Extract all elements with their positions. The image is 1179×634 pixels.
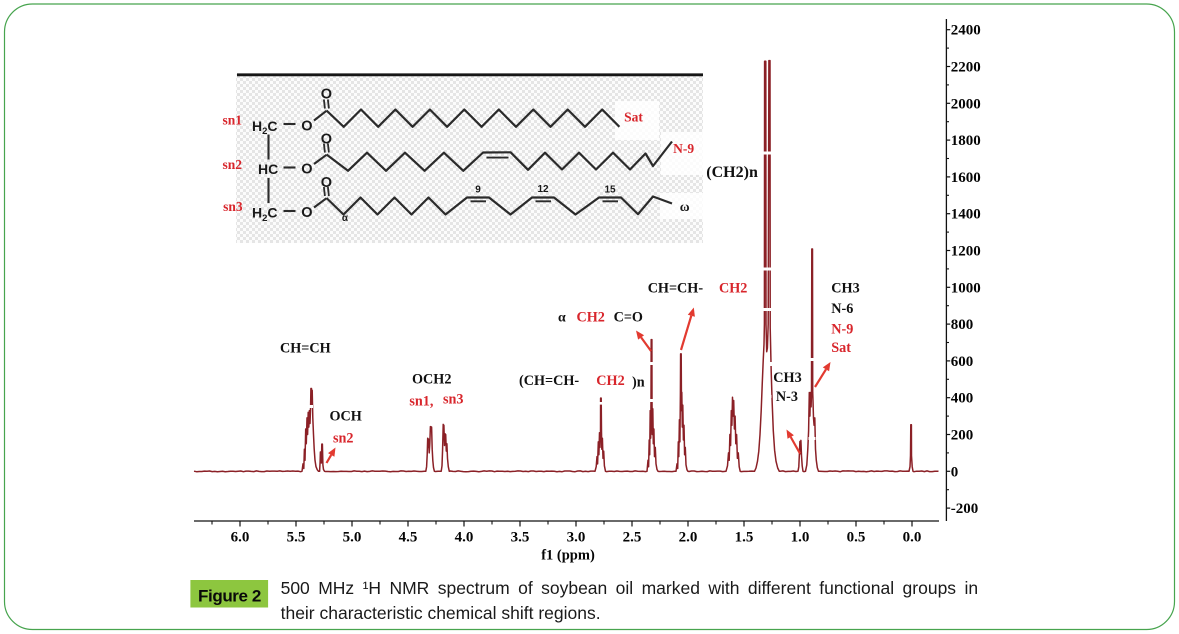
svg-text:5.5: 5.5 (287, 530, 306, 546)
svg-text:2.0: 2.0 (679, 530, 698, 546)
svg-text:H2C: H2C (252, 205, 278, 224)
svg-text:2.5: 2.5 (623, 530, 642, 546)
svg-text:O: O (321, 175, 332, 191)
svg-text:O: O (301, 205, 312, 221)
svg-text:O: O (301, 118, 312, 134)
svg-text:C=O: C=O (614, 309, 643, 325)
svg-text:CH3: CH3 (831, 280, 859, 296)
svg-text:O: O (301, 162, 312, 178)
svg-text:Figure 2: Figure 2 (198, 586, 261, 605)
svg-text:(CH2)n: (CH2)n (706, 164, 758, 181)
svg-text:600: 600 (951, 354, 974, 370)
svg-text:1800: 1800 (951, 133, 981, 149)
svg-text:N-9: N-9 (831, 322, 853, 338)
svg-text:α: α (342, 213, 349, 224)
svg-text:1.0: 1.0 (791, 530, 810, 546)
svg-text:CH=CH-: CH=CH- (648, 280, 704, 296)
svg-text:1200: 1200 (951, 244, 981, 260)
svg-text:CH2: CH2 (577, 310, 605, 326)
svg-text:)n: )n (632, 375, 645, 391)
svg-text:800: 800 (951, 317, 974, 333)
svg-text:sn1: sn1 (222, 113, 242, 128)
svg-text:HC: HC (258, 161, 278, 177)
svg-text:0.0: 0.0 (903, 530, 922, 546)
svg-text:OCH: OCH (330, 408, 362, 424)
svg-text:3.0: 3.0 (567, 530, 586, 546)
svg-text:ω: ω (680, 199, 690, 214)
svg-text:4.5: 4.5 (399, 530, 418, 546)
svg-text:15: 15 (604, 185, 616, 196)
svg-text:sn3: sn3 (223, 199, 243, 214)
svg-text:N-6: N-6 (831, 301, 853, 317)
svg-text:Sat: Sat (624, 110, 643, 125)
svg-text:5.0: 5.0 (343, 530, 362, 546)
svg-text:0.5: 0.5 (847, 530, 866, 546)
svg-text:2400: 2400 (951, 23, 981, 39)
svg-text:sn2: sn2 (333, 430, 354, 446)
svg-text:CH=CH: CH=CH (280, 340, 331, 356)
svg-text:12: 12 (537, 184, 549, 195)
svg-text:1400: 1400 (951, 207, 981, 223)
svg-text:400: 400 (951, 391, 974, 407)
svg-text:1.5: 1.5 (735, 530, 754, 546)
svg-text:3.5: 3.5 (511, 530, 530, 546)
svg-text:4.0: 4.0 (455, 530, 474, 546)
svg-text:O: O (321, 132, 332, 148)
svg-text:f1 (ppm): f1 (ppm) (541, 548, 595, 564)
svg-text:sn1,: sn1, (409, 394, 433, 410)
svg-text:H2C: H2C (252, 118, 278, 137)
svg-text:9: 9 (475, 185, 481, 196)
svg-text:-200: -200 (951, 501, 979, 517)
svg-text:200: 200 (951, 428, 974, 444)
svg-text:CH2: CH2 (719, 280, 747, 296)
svg-text:6.0: 6.0 (231, 530, 250, 546)
svg-text:O: O (321, 86, 332, 102)
svg-text:(CH=CH-: (CH=CH- (519, 373, 579, 389)
svg-text:CH2: CH2 (596, 373, 624, 389)
svg-text:N-3: N-3 (776, 389, 798, 405)
svg-text:OCH2: OCH2 (412, 371, 451, 387)
svg-text:1600: 1600 (951, 170, 981, 186)
svg-text:0: 0 (951, 464, 959, 480)
svg-text:N-9: N-9 (673, 141, 694, 156)
svg-text:sn3: sn3 (443, 392, 464, 408)
svg-text:1000: 1000 (951, 280, 981, 296)
svg-text:Sat: Sat (831, 340, 851, 356)
svg-text:2200: 2200 (951, 60, 981, 76)
svg-text:sn2: sn2 (222, 157, 242, 172)
svg-text:CH3: CH3 (773, 370, 801, 386)
svg-text:2000: 2000 (951, 96, 981, 112)
svg-text:α: α (558, 309, 566, 324)
